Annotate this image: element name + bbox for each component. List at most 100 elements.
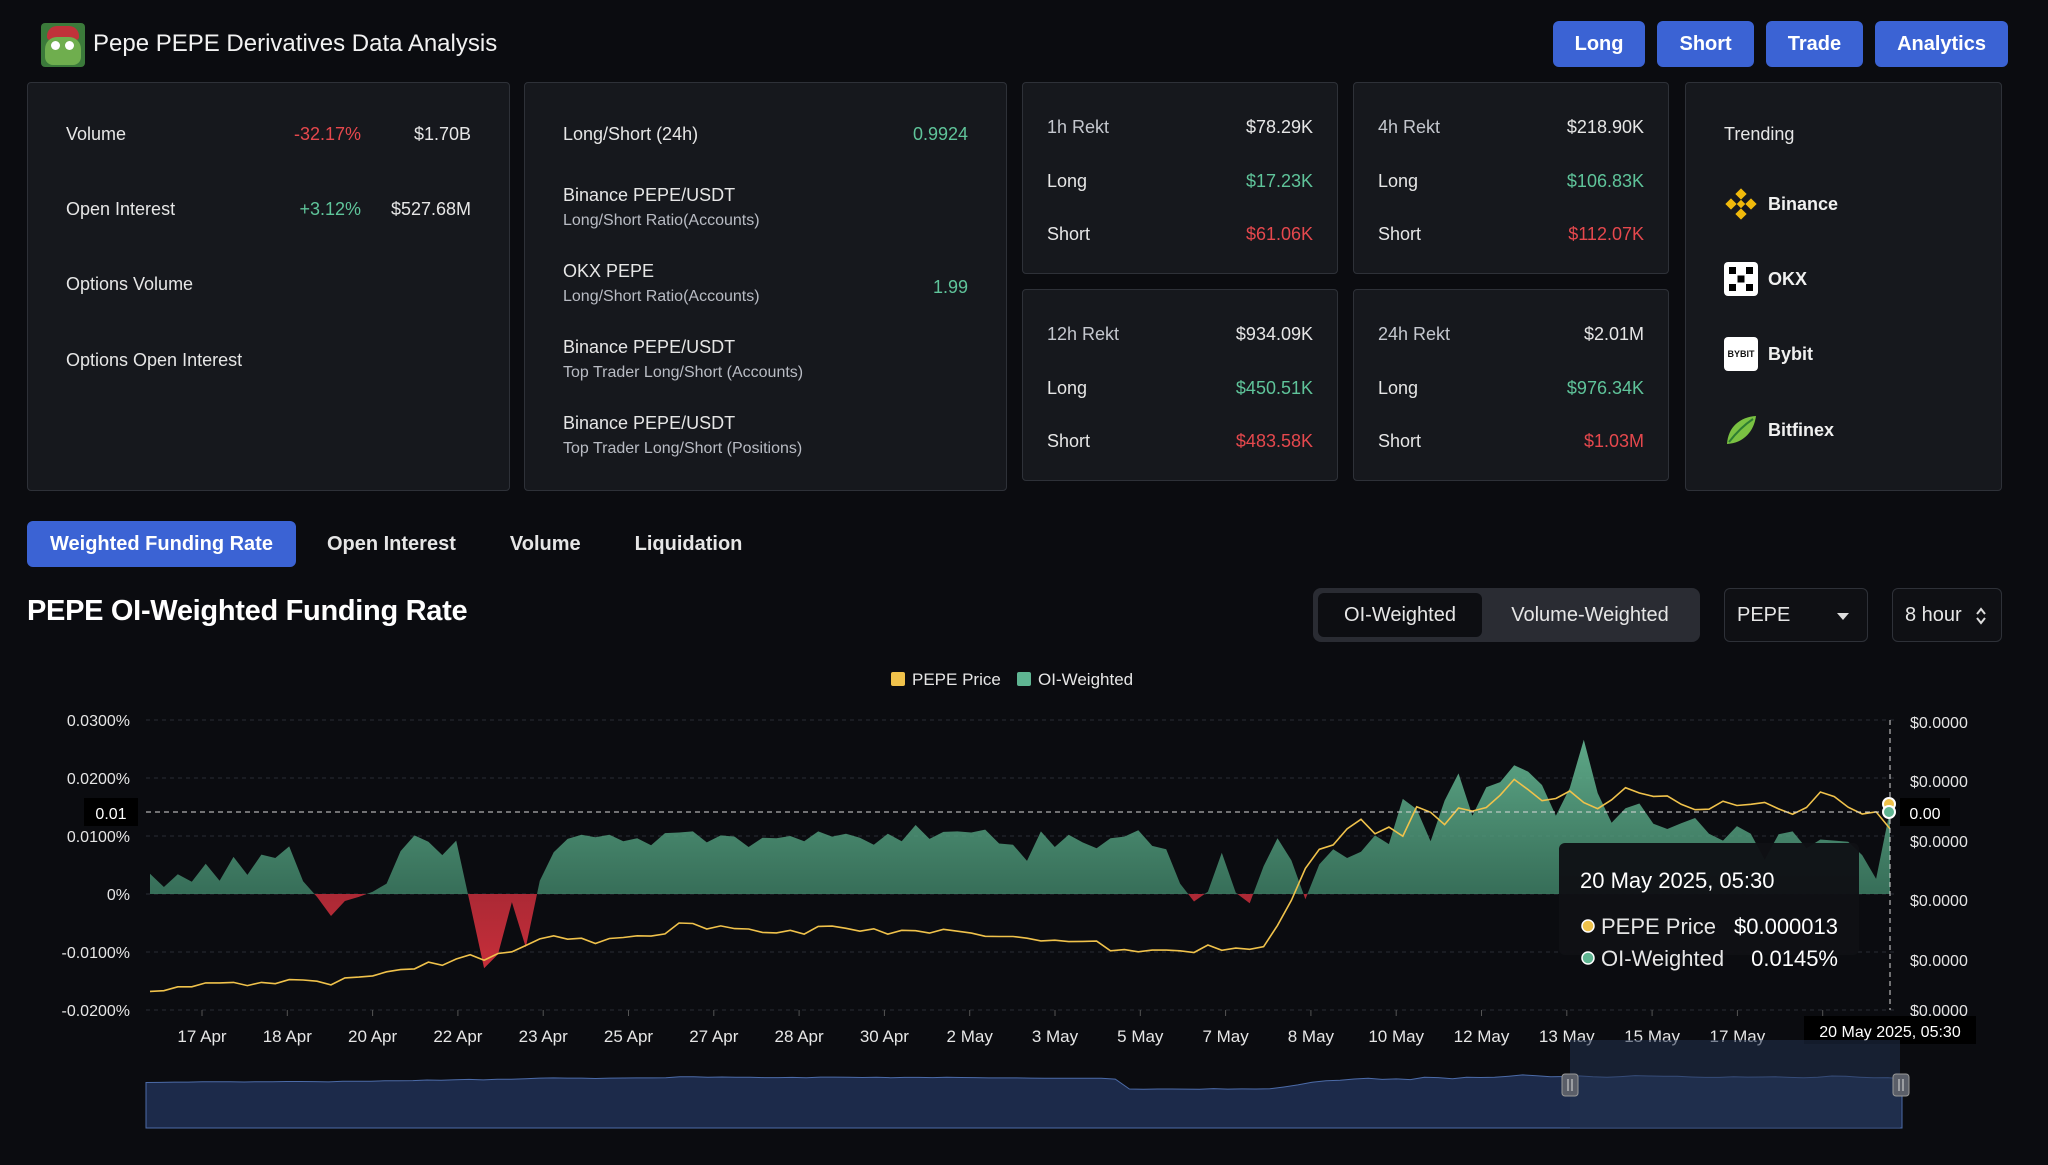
- funding-area-positive: [150, 739, 1890, 894]
- y-left-tick-label: 0%: [107, 887, 130, 904]
- zoom-navigator[interactable]: [145, 1040, 1910, 1129]
- crosshair-x-tag: [1804, 1016, 1976, 1044]
- rekt-total: $2.01M: [1583, 324, 1644, 344]
- rekt-total: $218.90K: [1566, 117, 1644, 137]
- tab-open-interest[interactable]: Open Interest: [326, 532, 456, 555]
- binance-icon: [1724, 187, 1758, 221]
- funding-rate-chart[interactable]: PEPE Price OI-Weighted 0.0300%0.0200%0.0…: [0, 660, 2048, 1140]
- volume-weighted-option[interactable]: Volume-Weighted: [1511, 603, 1669, 626]
- interval-select[interactable]: 8 hour: [1892, 588, 2002, 642]
- rekt-short-value: $61.06K: [1245, 224, 1313, 244]
- navigator-handle-right[interactable]: [1892, 1073, 1910, 1097]
- open-interest-change: +3.12%: [299, 199, 361, 219]
- x-tick-label: 27 Apr: [689, 1027, 738, 1046]
- weighting-toggle: OI-Weighted Volume-Weighted: [1313, 588, 1700, 642]
- page-title: Pepe PEPE Derivatives Data Analysis: [93, 30, 498, 57]
- y-left-tick-label: -0.0100%: [62, 945, 131, 962]
- x-tick-label: 10 May: [1368, 1027, 1424, 1046]
- trending-card: Trending Binance OKX BYBIT Bybit Bitfine…: [1685, 82, 2002, 491]
- tab-volume[interactable]: Volume: [509, 532, 581, 555]
- trending-item-bitfinex[interactable]: Bitfinex: [1724, 413, 1834, 447]
- crosshair-right-label: 0.00: [1909, 806, 1940, 823]
- x-tick-label: 7 May: [1202, 1027, 1249, 1046]
- pepe-logo-icon: [41, 23, 85, 67]
- long-short-row-value: 1.99: [932, 277, 968, 297]
- funding-area-negative: [150, 894, 1890, 969]
- volume-row: Volume -32.17% $1.70B: [66, 124, 471, 145]
- rekt-short-value: $1.03M: [1583, 431, 1644, 451]
- trending-item-label: Binance: [1768, 193, 1839, 214]
- rekt-long-value: $450.51K: [1235, 378, 1313, 398]
- tab-liquidation[interactable]: Liquidation: [634, 532, 743, 555]
- navigator-selection[interactable]: [1570, 1040, 1900, 1128]
- rekt-card-24h: 24h Rekt $2.01M Long $976.34K Short $1.03M: [1353, 289, 1669, 481]
- rekt-long-value: $976.34K: [1566, 378, 1644, 398]
- trade-button[interactable]: Trade: [1765, 21, 1864, 67]
- x-tick-label: 3 May: [1032, 1027, 1079, 1046]
- long-button[interactable]: Long: [1552, 21, 1646, 67]
- legend-label-oi: OI-Weighted: [1038, 670, 1133, 689]
- rekt-long-value: $17.23K: [1245, 171, 1313, 191]
- long-short-title-value: 0.9924: [912, 124, 968, 144]
- x-tick-label: 12 May: [1454, 1027, 1510, 1046]
- options-volume-row: Options Volume: [66, 274, 471, 295]
- open-interest-value: $527.68M: [390, 199, 471, 219]
- long-short-row-sub: Top Trader Long/Short (Positions): [563, 440, 803, 457]
- long-short-row-sub: Long/Short Ratio(Accounts): [563, 212, 760, 229]
- chevron-down-icon: [1837, 613, 1849, 620]
- rekt-period: 12h Rekt: [1047, 324, 1120, 344]
- open-interest-label: Open Interest: [66, 199, 176, 219]
- rekt-card-12h: 12h Rekt $934.09K Long $450.51K Short $483.…: [1022, 289, 1338, 481]
- x-tick-label: 23 Apr: [519, 1027, 568, 1046]
- analytics-button[interactable]: Analytics: [1875, 21, 2008, 67]
- y-right-tick-label: $0.0000: [1910, 1003, 1968, 1020]
- long-short-row[interactable]: Binance PEPE/USDT Top Trader Long/Short …: [563, 337, 968, 382]
- trending-item-label: Bitfinex: [1768, 419, 1835, 440]
- x-tick-label: 18 Apr: [263, 1027, 312, 1046]
- rekt-short-value: $483.58K: [1235, 431, 1313, 451]
- long-short-row-sub: Long/Short Ratio(Accounts): [563, 288, 760, 305]
- long-short-row[interactable]: Binance PEPE/USDT Long/Short Ratio(Accou…: [563, 185, 968, 230]
- rekt-short-label: Short: [1047, 224, 1091, 244]
- y-right-tick-label: $0.0000: [1910, 834, 1968, 851]
- metric-tabs: Weighted Funding Rate Open Interest Volu…: [27, 521, 765, 567]
- x-tick-label: 30 Apr: [860, 1027, 909, 1046]
- y-right-tick-label: $0.0000: [1910, 953, 1968, 970]
- open-interest-row: Open Interest +3.12% $527.68M: [66, 199, 471, 220]
- crosshair-x-label: 20 May 2025, 05:30: [1819, 1024, 1961, 1041]
- y-left-tick-label: 0.0100%: [67, 829, 130, 846]
- legend-swatch-oi: [1017, 672, 1031, 686]
- x-tick-label: 17 Apr: [177, 1027, 226, 1046]
- legend-label-price: PEPE Price: [912, 670, 1001, 689]
- x-tick-label: 28 Apr: [775, 1027, 824, 1046]
- long-short-title: Long/Short (24h): [563, 124, 699, 144]
- rekt-card-4h: 4h Rekt $218.90K Long $106.83K Short $112.0…: [1353, 82, 1669, 274]
- legend-swatch-price: [891, 672, 905, 686]
- legend-item-oi[interactable]: OI-Weighted: [1017, 670, 1133, 689]
- symbol-select[interactable]: PEPE: [1724, 588, 1868, 642]
- oi-weighted-option[interactable]: OI-Weighted: [1318, 593, 1482, 637]
- y-axis-right: $0.0000 $0.0000 $0.0000 $0.0000 $0.0000 $0.00…: [1910, 715, 1968, 1020]
- rekt-long-value: $106.83K: [1566, 171, 1644, 191]
- crosshair-left-label: 0.01: [95, 806, 126, 823]
- rekt-period: 24h Rekt: [1378, 324, 1451, 344]
- long-short-row[interactable]: Binance PEPE/USDT Top Trader Long/Short …: [563, 413, 968, 458]
- navigator-handle-left[interactable]: [1561, 1073, 1579, 1097]
- rekt-total: $78.29K: [1245, 117, 1313, 137]
- trending-item-okx[interactable]: OKX: [1724, 262, 1807, 296]
- short-button[interactable]: Short: [1657, 21, 1754, 67]
- trending-item-binance[interactable]: Binance: [1724, 187, 1838, 221]
- tab-weighted-funding-rate[interactable]: Weighted Funding Rate: [27, 521, 296, 567]
- crosshair-right-tag: [1900, 798, 1950, 826]
- tooltip-oi-dot: [1581, 951, 1595, 965]
- long-short-row[interactable]: OKX PEPE Long/Short Ratio(Accounts) 1.99: [563, 261, 968, 306]
- x-tick-label: 22 Apr: [433, 1027, 482, 1046]
- rekt-period: 4h Rekt: [1378, 117, 1441, 137]
- legend-item-price[interactable]: PEPE Price: [891, 670, 1001, 689]
- y-right-tick-label: $0.0000: [1910, 715, 1968, 732]
- price-line: [149, 778, 1891, 993]
- x-tick-label: 25 Apr: [604, 1027, 653, 1046]
- x-tick-label: 8 May: [1288, 1027, 1335, 1046]
- trending-item-bybit[interactable]: BYBIT Bybit: [1724, 337, 1813, 371]
- options-oi-label: Options Open Interest: [66, 350, 243, 370]
